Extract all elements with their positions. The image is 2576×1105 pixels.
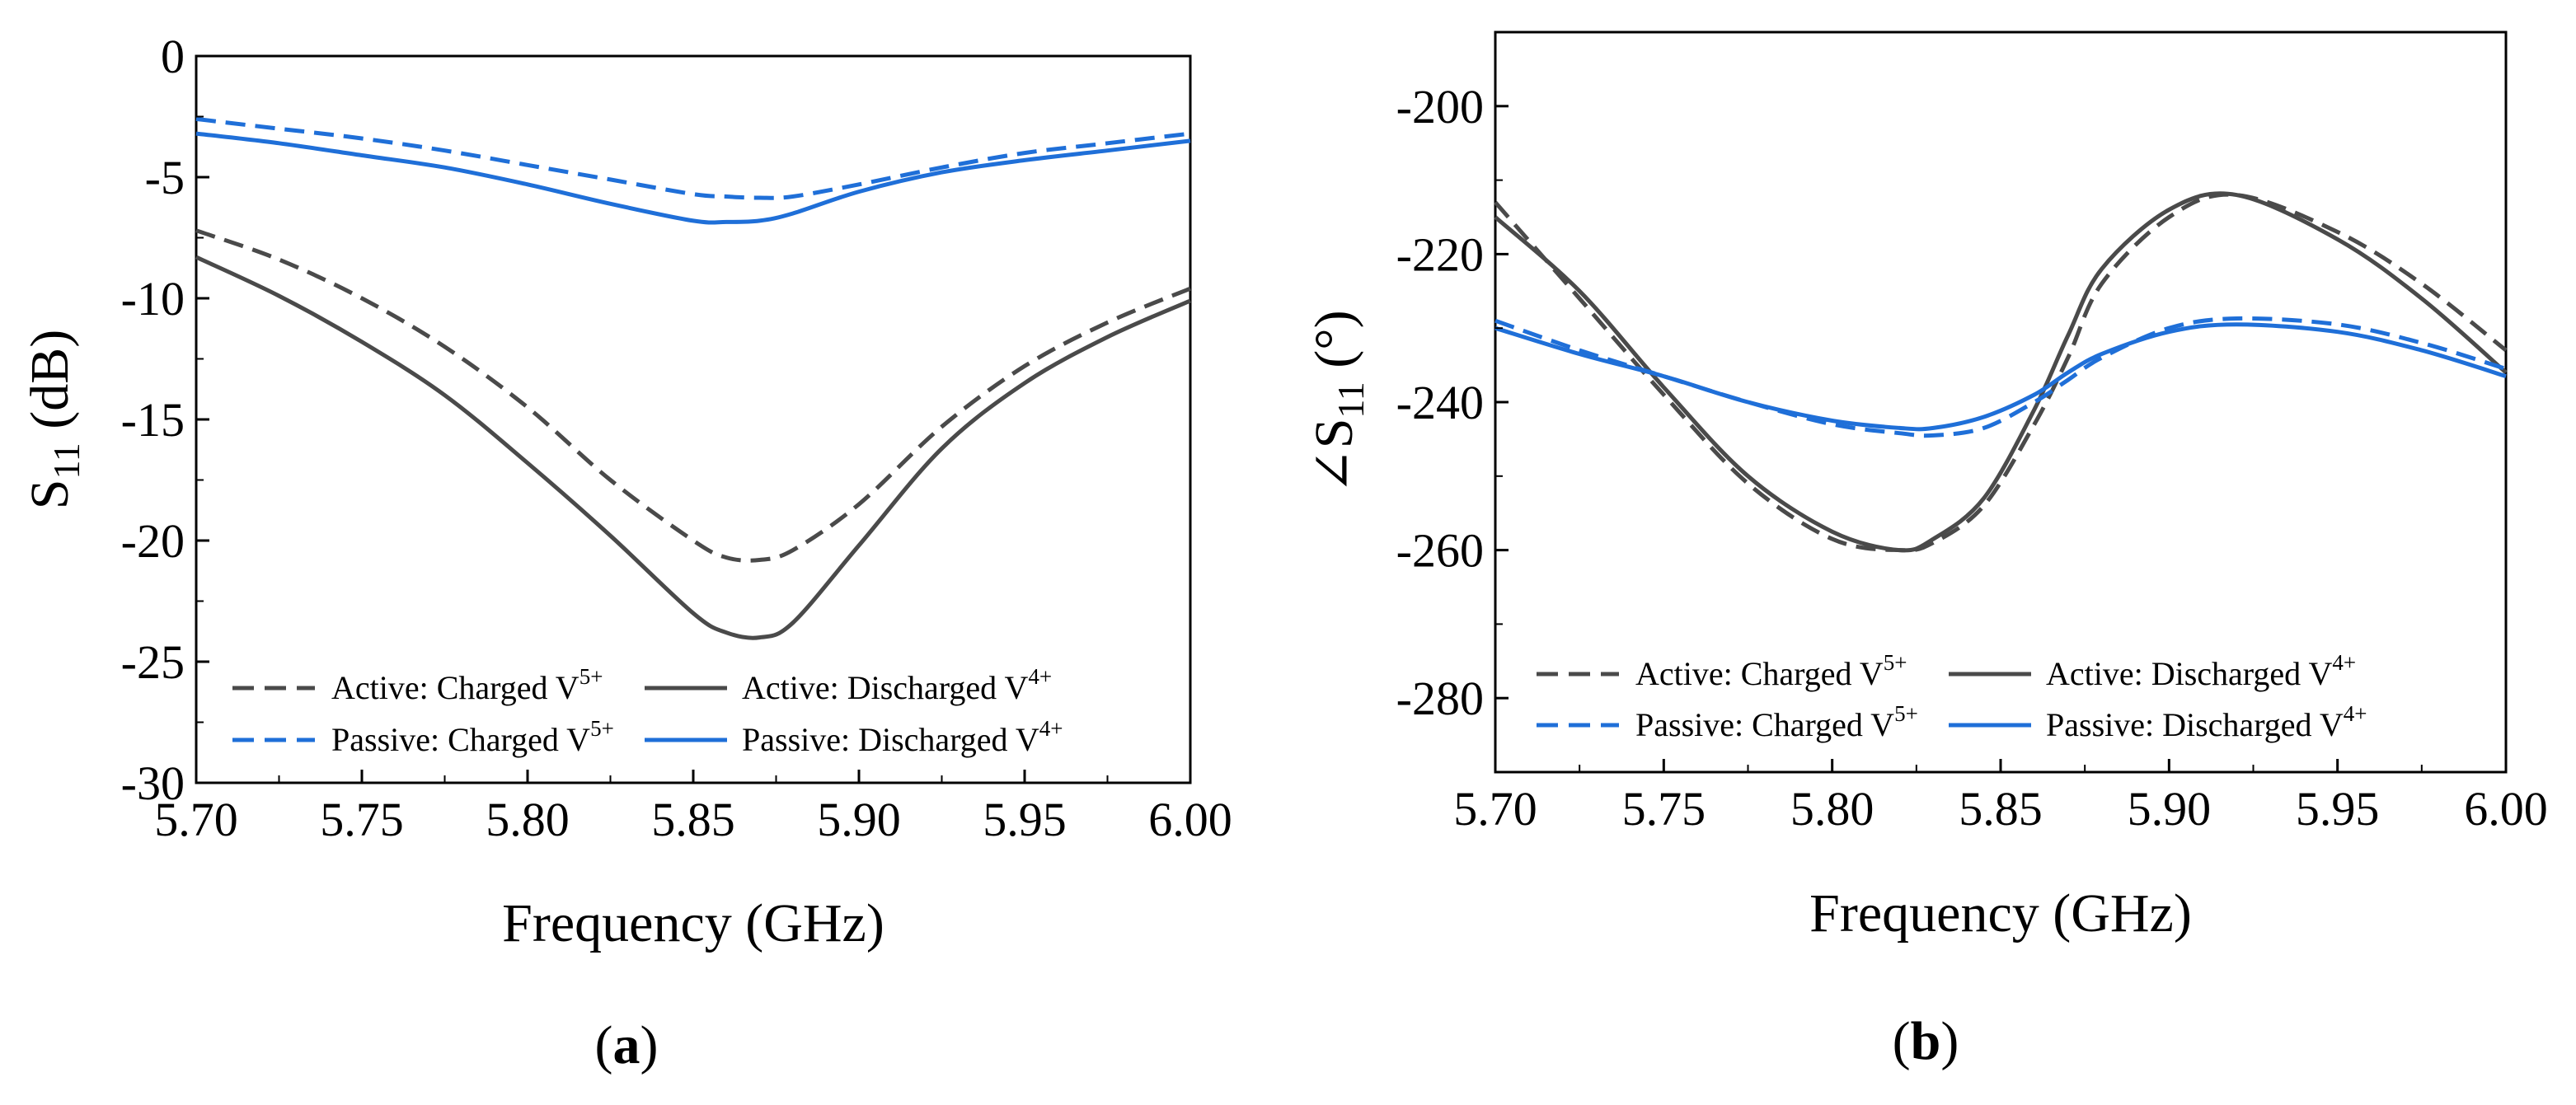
legend-entry: Active: Discharged V4+ xyxy=(1949,650,2356,692)
y-tick-label: -15 xyxy=(121,393,185,447)
legend: Active: Charged V5+ Active: Discharged V… xyxy=(1537,650,2367,743)
legend-entry: Passive: Discharged V4+ xyxy=(1949,701,2367,743)
legend-label: Passive: Discharged V4+ xyxy=(2046,701,2367,743)
y-axis-title-angle: ∠ xyxy=(1304,448,1364,494)
x-tick-label: 5.75 xyxy=(320,793,404,846)
x-tick-label: 5.90 xyxy=(817,793,901,846)
x-tick-label: 6.00 xyxy=(2464,782,2548,836)
x-tick-label: 5.70 xyxy=(154,793,238,846)
curve-passive-discharged xyxy=(1494,322,2507,432)
curve-active-charged xyxy=(195,228,1191,563)
x-axis-ticks: 5.70 5.75 5.80 5.85 5.90 5.95 6.00 xyxy=(154,770,1232,846)
panel-caption-b: (b) xyxy=(1893,1011,1959,1071)
x-axis-ticks: 5.70 5.75 5.80 5.85 5.90 5.95 6.00 xyxy=(1453,759,2548,836)
y-axis-ticks: -200 -220 -240 -260 -280 xyxy=(1396,80,1509,725)
x-tick-label: 5.85 xyxy=(651,793,735,846)
curves xyxy=(1494,191,2508,553)
y-tick-label: -25 xyxy=(121,635,185,689)
y-axis-title-unit: (dB) xyxy=(20,330,80,442)
curve-passive-charged xyxy=(1494,316,2507,438)
y-axis-title-sub: 11 xyxy=(1330,382,1372,418)
x-tick-label: 6.00 xyxy=(1148,793,1232,846)
x-axis-title: Frequency (GHz) xyxy=(502,893,884,953)
legend-entry: Active: Discharged V4+ xyxy=(645,664,1052,706)
curve-passive-discharged xyxy=(195,131,1191,225)
legend-entry: Active: Charged V5+ xyxy=(1537,650,1907,692)
curve-active-discharged xyxy=(1494,191,2508,553)
y-axis-ticks: 0 -5 -10 -15 -20 -25 -30 xyxy=(121,30,209,810)
x-tick-label: 5.90 xyxy=(2128,782,2212,836)
y-axis-title: S11 (dB) xyxy=(20,330,87,510)
y-tick-label: -260 xyxy=(1396,524,1484,578)
curve-passive-charged xyxy=(195,116,1191,200)
legend-label: Active: Charged V5+ xyxy=(1635,650,1907,692)
panel-caption-a: (a) xyxy=(595,1015,659,1075)
y-axis-title-unit: (°) xyxy=(1304,310,1364,382)
curve-active-discharged xyxy=(195,255,1192,640)
x-tick-label: 5.75 xyxy=(1622,782,1706,836)
x-axis-title: Frequency (GHz) xyxy=(1809,883,2192,943)
x-tick-label: 5.95 xyxy=(2296,782,2380,836)
y-tick-label: -5 xyxy=(145,151,185,204)
curve-active-charged xyxy=(1494,192,2508,553)
y-tick-label: -220 xyxy=(1396,227,1484,281)
x-tick-label: 5.95 xyxy=(983,793,1067,846)
x-tick-label: 5.80 xyxy=(486,793,570,846)
x-tick-label: 5.70 xyxy=(1453,782,1537,836)
y-tick-label: -20 xyxy=(121,514,185,568)
legend-entry: Passive: Charged V5+ xyxy=(232,716,614,758)
y-tick-label: 0 xyxy=(161,30,185,83)
legend-label: Passive: Discharged V4+ xyxy=(742,716,1063,758)
panel-a-s11-magnitude: 0-5-10-15-20-25-30 5.70 5.75 5.80 5.85 5.90 5… xyxy=(20,30,1232,1075)
y-axis-title: ∠S11 (°) xyxy=(1304,310,1372,494)
legend-entry: Active: Charged V5+ xyxy=(232,664,603,706)
legend-label: Passive: Charged V5+ xyxy=(1635,701,1918,743)
legend-entry: Passive: Charged V5+ xyxy=(1537,701,1918,743)
panel-b-s11-phase: -200 -220 -240 -260 -280 5.70 5.75 5.80 5.85 5.9… xyxy=(1304,30,2548,1071)
legend-label: Active: Discharged V4+ xyxy=(2046,650,2356,692)
legend: Active: Charged V5+ Active: Discharged V… xyxy=(232,664,1063,758)
y-tick-label: -240 xyxy=(1396,376,1484,429)
y-tick-label: -10 xyxy=(121,272,185,325)
x-tick-label: 5.85 xyxy=(1959,782,2043,836)
legend-entry: Passive: Discharged V4+ xyxy=(645,716,1063,758)
legend-label: Active: Discharged V4+ xyxy=(742,664,1052,706)
curves xyxy=(195,116,1192,640)
y-tick-label: -280 xyxy=(1396,672,1484,725)
legend-label: Passive: Charged V5+ xyxy=(331,716,614,758)
x-tick-label: 5.80 xyxy=(1790,782,1875,836)
y-axis-title-main: S xyxy=(20,480,80,510)
y-axis-title-main: S xyxy=(1304,419,1364,449)
legend-label: Active: Charged V5+ xyxy=(331,664,603,706)
y-axis-title-sub: 11 xyxy=(45,442,87,479)
y-tick-label: -30 xyxy=(121,756,185,810)
y-tick-label: -200 xyxy=(1396,80,1484,133)
